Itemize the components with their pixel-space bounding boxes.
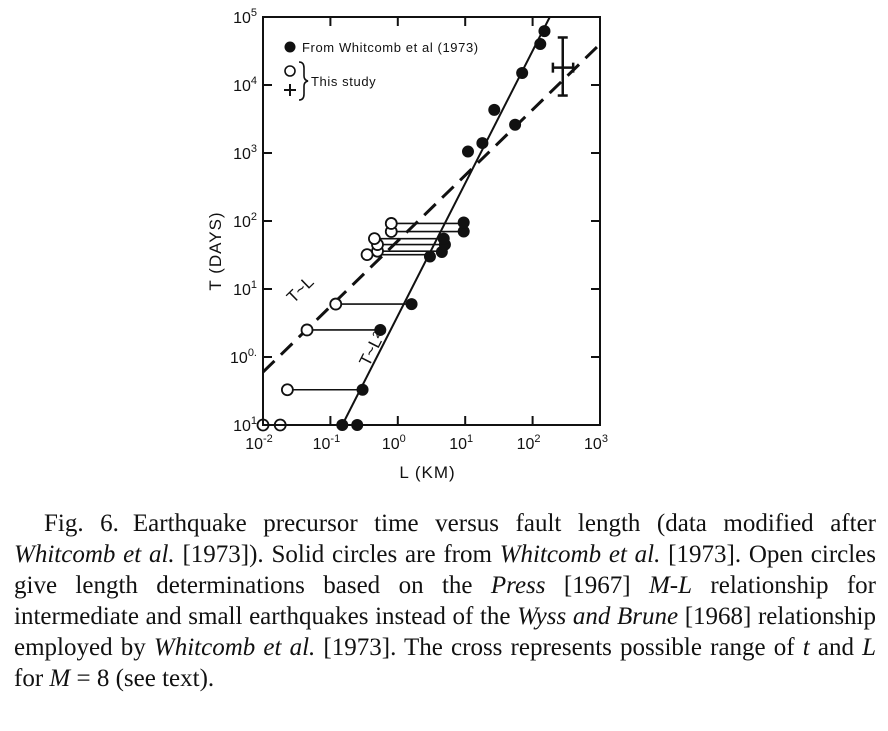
open-circle-point <box>384 217 398 230</box>
legend-solid-label: From Whitcomb et al (1973) <box>302 40 479 55</box>
y-axis-label: T (DAYS) <box>206 211 225 290</box>
x-tick-label: 102 <box>517 433 541 453</box>
y-tick-label: 104 <box>233 75 257 95</box>
y-tick-label: 102 <box>233 211 257 231</box>
solid-circle-point <box>509 118 522 131</box>
caption-segment: [1968] relationship employed by <box>14 603 877 661</box>
solid-circle-point <box>457 216 470 229</box>
x-tick-label: 101 <box>449 433 473 453</box>
caption-italic: L <box>862 634 877 661</box>
figure-label: Fig. 6. <box>44 510 119 537</box>
caption-italic: Whitcomb et al. <box>153 634 316 661</box>
x-tick-label: 10-2 <box>245 433 273 453</box>
x-tick-label: 10-1 <box>313 433 341 453</box>
figure-caption: Fig. 6. Earthquake precursor time versus … <box>14 508 876 694</box>
fit-line-t-l <box>261 42 602 374</box>
fit-label-t-l: T~L <box>283 272 318 306</box>
solid-circle-point <box>488 103 501 116</box>
caption-segment: [1967] <box>545 572 649 599</box>
caption-segment: and <box>809 634 863 661</box>
x-tick-label: 100 <box>382 433 406 453</box>
caption-segment: [1973]. Open circles give length determi… <box>14 541 877 599</box>
caption-italic: Press <box>490 572 546 599</box>
legend-this-study-label: This study <box>311 74 376 89</box>
solid-circle-point <box>476 137 489 150</box>
caption-italic: M <box>49 665 71 692</box>
caption-italic: t <box>802 634 810 661</box>
figure: 10-2 10-1 100 101 102 103 101 100. 101 102 103 104 1… <box>206 7 608 482</box>
solid-circle-point <box>538 25 551 38</box>
open-circle-point <box>368 232 381 246</box>
fit-line-t-l2 <box>341 16 551 426</box>
caption-italic: Whitcomb et al. <box>499 541 661 568</box>
caption-text: Earthquake precursor time versus fault l… <box>14 510 876 692</box>
solid-circle-point <box>461 145 474 158</box>
open-circle-point <box>300 323 314 337</box>
legend-open-marker <box>284 65 296 77</box>
solid-circle-point <box>437 232 450 245</box>
solid-circle-point <box>534 38 547 51</box>
caption-segment: = 8 (see text). <box>70 665 215 692</box>
caption-italic: Wyss and Brune <box>517 603 679 630</box>
y-tick-label: 105 <box>233 7 257 27</box>
caption-segment: [1973]. The cross represents possible ra… <box>315 634 803 661</box>
caption-segment: Earthquake precursor time versus fault l… <box>132 510 876 537</box>
caption-segment: for <box>14 665 50 692</box>
caption-italic: M-L <box>648 572 693 599</box>
open-circle-point <box>280 383 294 397</box>
x-tick-label: 103 <box>584 433 608 453</box>
solid-circle-point <box>457 225 470 238</box>
chart: 10-2 10-1 100 101 102 103 101 100. 101 102 103 104 1… <box>206 7 608 482</box>
y-tick-label: 101 <box>233 415 257 435</box>
solid-circle-point <box>405 298 418 311</box>
y-tick-label: 101 <box>233 279 257 299</box>
solid-circle-point <box>374 323 387 336</box>
open-circle-point <box>360 248 374 262</box>
caption-segment: [1973]). Solid circles are from <box>174 541 500 568</box>
solid-circle-point <box>516 67 529 80</box>
open-circle-point <box>329 297 343 311</box>
x-axis-label: L (KM) <box>399 463 455 482</box>
caption-italic: Whitcomb et al. <box>14 541 175 568</box>
y-tick-label: 100. <box>230 347 257 367</box>
solid-circle-point <box>423 250 436 263</box>
legend-brace <box>298 61 309 101</box>
legend-solid-marker <box>284 41 296 53</box>
solid-circle-point <box>356 383 369 396</box>
y-tick-label: 103 <box>233 143 257 163</box>
caption-segment: relationship for intermediate and small … <box>14 572 876 630</box>
